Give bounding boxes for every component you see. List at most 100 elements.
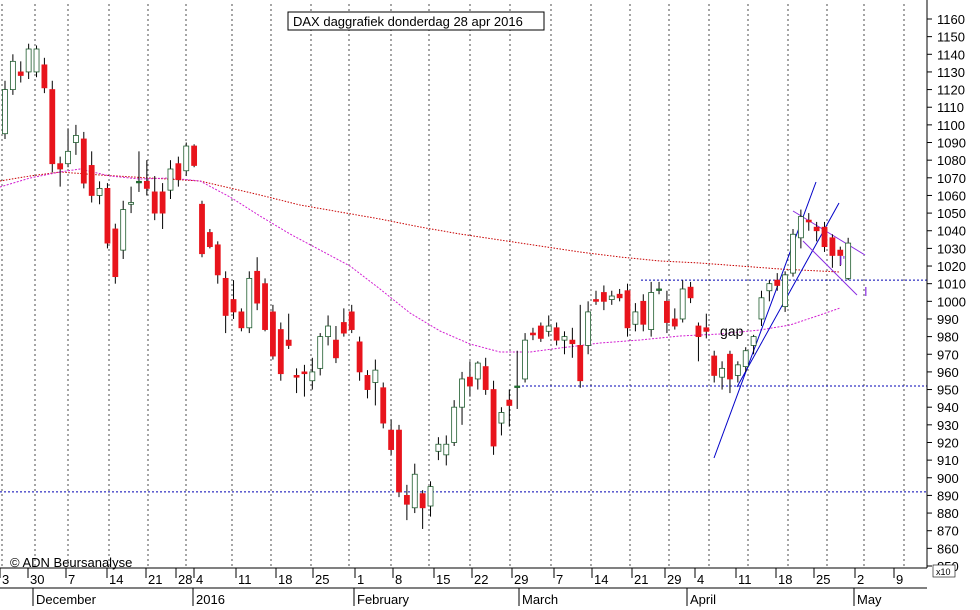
candle <box>845 237 852 281</box>
candle <box>96 181 103 205</box>
candle-body <box>648 292 655 330</box>
chart-title: DAX daggrafiek donderdag 28 apr 2016 <box>293 14 523 29</box>
candle <box>797 209 804 249</box>
support-resistance-levels <box>0 279 927 493</box>
candle-body <box>277 329 284 375</box>
candle-body <box>41 64 48 89</box>
candle-body <box>222 277 229 316</box>
channel-lower-label: I <box>864 284 868 299</box>
candle <box>112 223 119 284</box>
month-label: 2016 <box>196 592 225 607</box>
x-tick-label: 28 <box>178 572 192 587</box>
candle <box>33 45 40 78</box>
month-label: April <box>690 592 716 607</box>
x-tick-label: 21 <box>148 572 162 587</box>
channel-upper-label: I' <box>839 253 845 268</box>
candle-body <box>199 203 205 255</box>
candle <box>175 156 182 187</box>
candle-body <box>467 376 473 387</box>
month-label: March <box>522 592 558 607</box>
candle-body <box>396 429 402 493</box>
candle-body <box>664 300 670 323</box>
candle-body <box>506 399 513 406</box>
candle <box>813 221 820 242</box>
candle <box>758 290 765 327</box>
gap-annotation: gap <box>720 323 744 339</box>
y-scale-box <box>932 564 956 578</box>
annotations: DAX daggrafiek donderdag 28 apr 2016 gap… <box>10 11 956 578</box>
candle <box>782 271 789 312</box>
candle <box>719 361 725 390</box>
candle <box>553 322 560 346</box>
x-tick-label: 4 <box>196 572 203 587</box>
y-tick-label: 910 <box>937 453 959 468</box>
candle <box>514 350 521 409</box>
candle-body <box>522 339 528 380</box>
candle-body <box>514 385 521 388</box>
candle <box>325 315 331 346</box>
candle-body <box>9 60 16 90</box>
month-label: May <box>857 592 882 607</box>
candle-body <box>57 163 64 170</box>
candle-body <box>183 145 190 172</box>
x-tick-label: 21 <box>634 572 648 587</box>
candle-body <box>490 389 497 447</box>
candle-body <box>734 364 741 376</box>
candle <box>317 333 324 376</box>
candle <box>88 151 95 203</box>
candle-body <box>65 150 71 165</box>
candle <box>143 160 150 196</box>
x-tick-label: 8 <box>395 572 402 587</box>
y-tick-label: 920 <box>937 435 959 450</box>
y-tick-label: 1080 <box>937 153 966 168</box>
candle-body <box>2 89 8 135</box>
y-tick-label: 1030 <box>937 241 966 256</box>
candle-body <box>624 290 631 329</box>
candle-body <box>790 233 796 274</box>
candle-body <box>837 249 844 256</box>
candle <box>679 280 686 323</box>
candle <box>451 400 458 447</box>
y-tick-label: 980 <box>937 330 959 345</box>
y-tick-label: 1140 <box>937 47 965 62</box>
month-label: December <box>36 592 97 607</box>
y-tick-label: 880 <box>937 506 959 521</box>
candle <box>9 54 16 95</box>
candle-body <box>482 366 489 390</box>
candle <box>727 350 733 394</box>
candle-body <box>254 270 261 304</box>
candle <box>427 481 434 517</box>
candle-body <box>96 187 103 196</box>
candle-body <box>474 362 481 380</box>
candle-body <box>805 219 812 223</box>
y-tick-label: 990 <box>937 312 959 327</box>
candle-body <box>640 300 647 325</box>
x-tick-label: 25 <box>816 572 830 587</box>
candle-body <box>797 216 804 239</box>
candle-body <box>656 288 662 291</box>
candle <box>734 361 741 383</box>
y-tick-label: 1130 <box>937 65 965 80</box>
x-tick-label: 29 <box>667 572 681 587</box>
candle-body <box>411 473 418 509</box>
candle <box>136 151 142 192</box>
candle-body <box>671 318 678 327</box>
candle <box>65 128 71 168</box>
candle <box>750 334 757 355</box>
y-tick-label: 970 <box>937 347 959 362</box>
candle <box>191 144 198 168</box>
candle <box>664 290 670 334</box>
candle <box>616 288 623 302</box>
candle <box>600 285 607 311</box>
candle-body <box>230 299 237 313</box>
candle <box>230 280 237 319</box>
candle-body <box>569 339 576 345</box>
candle-body <box>246 277 253 329</box>
candle-body <box>829 237 836 256</box>
candle-body <box>577 345 584 382</box>
candle-body <box>537 325 544 339</box>
candle-body <box>151 191 158 214</box>
y-tick-label: 1090 <box>937 136 966 151</box>
candle <box>742 347 749 372</box>
